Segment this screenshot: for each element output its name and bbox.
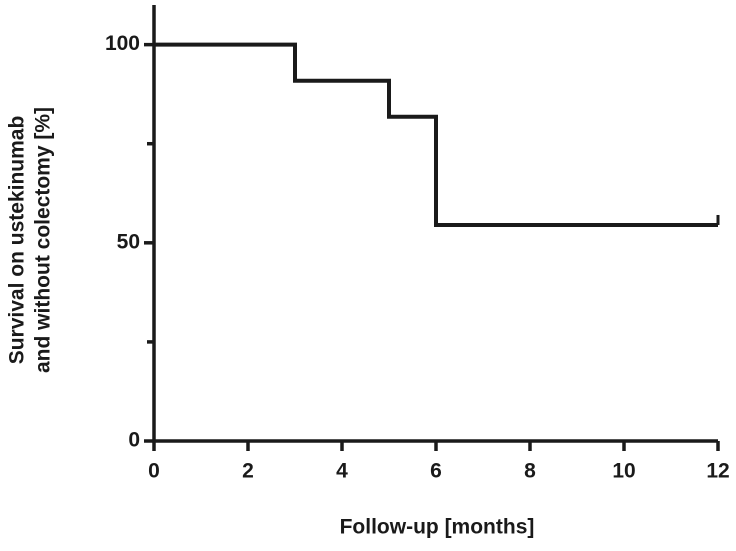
x-tick-label: 0 (148, 460, 160, 483)
y-tick-label: 0 (128, 429, 140, 452)
x-tick-label: 12 (706, 460, 729, 483)
y-tick-label: 50 (117, 230, 140, 253)
y-axis-title: Survival on ustekinumab and without cole… (6, 107, 55, 373)
x-tick-label: 2 (242, 460, 254, 483)
x-tick-label: 4 (336, 460, 348, 483)
x-tick-label: 8 (524, 460, 536, 483)
x-tick-label: 10 (612, 460, 635, 483)
y-axis-title-line: and without colectomy [%] (32, 107, 55, 373)
survival-line (154, 42, 718, 227)
y-tick-label: 100 (105, 32, 140, 55)
x-axis-title: Follow-up [months] (340, 516, 535, 539)
x-tick-label: 6 (430, 460, 442, 483)
y-axis-title-line: Survival on ustekinumab (6, 116, 29, 365)
